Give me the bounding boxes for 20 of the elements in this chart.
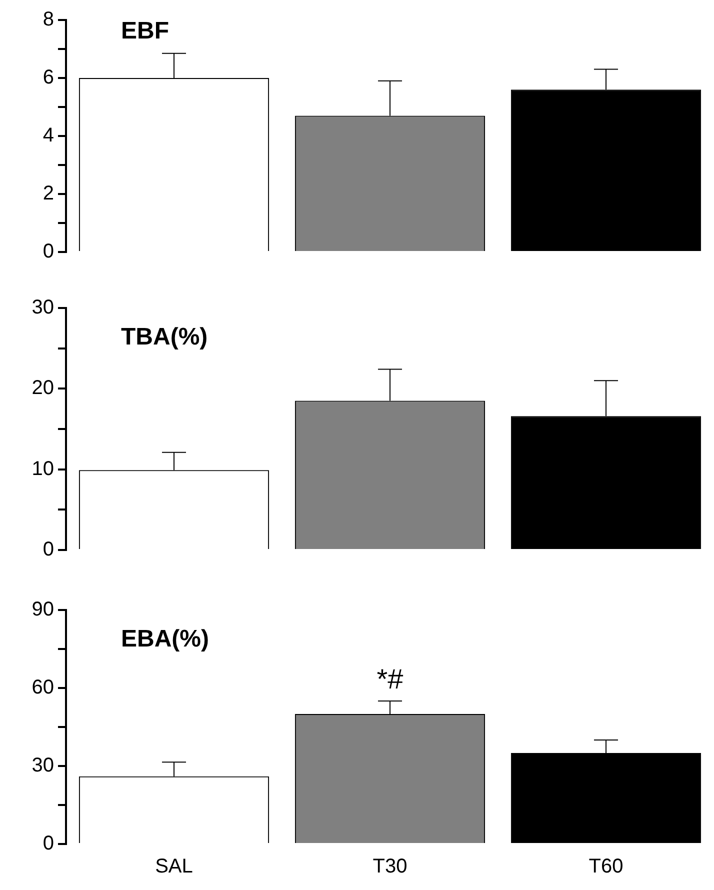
x-tick-label: T30 (372, 856, 408, 878)
text: TBA(%) (121, 324, 208, 351)
y-tick-label: 20 (32, 377, 54, 400)
y-tick-label: 2 (42, 182, 54, 205)
annotation: *# (376, 664, 404, 695)
y-tick-label: 30 (32, 296, 54, 319)
y-tick-label: 4 (42, 124, 54, 147)
y-tick-label: 90 (32, 598, 54, 621)
text: EBA(%) (121, 626, 209, 653)
y-tick-label: 0 (42, 832, 54, 855)
x-tick-label: T60 (588, 856, 624, 878)
chart-title: EBF (121, 18, 169, 45)
y-tick-label: 30 (32, 754, 54, 777)
x-tick-label: SAL (155, 856, 193, 878)
y-tick-label: 6 (42, 66, 54, 89)
y-tick-label: 8 (42, 8, 54, 31)
y-tick-label: 60 (32, 676, 54, 699)
y-tick-label: 0 (42, 538, 54, 561)
y-tick-label: 0 (42, 240, 54, 263)
y-tick-label: 10 (32, 458, 54, 480)
